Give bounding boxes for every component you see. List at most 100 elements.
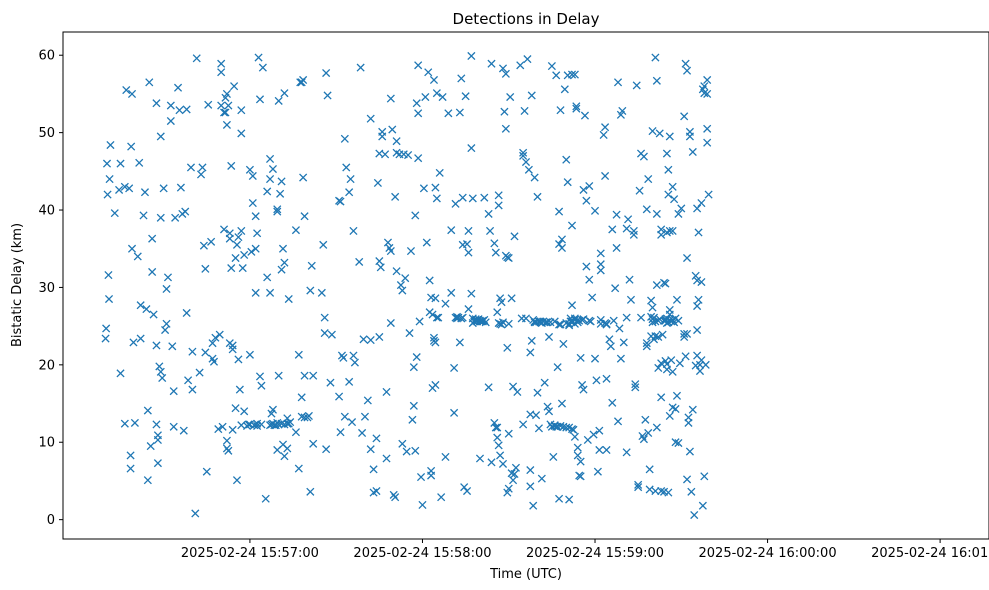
- data-point: [593, 467, 602, 476]
- data-point: [611, 284, 620, 293]
- data-point: [201, 348, 210, 357]
- data-point: [703, 124, 712, 133]
- data-point: [143, 406, 152, 415]
- data-point: [533, 192, 542, 201]
- data-point: [626, 295, 636, 304]
- data-point: [636, 313, 646, 322]
- y-tick-label: 50: [38, 126, 55, 141]
- data-point: [414, 61, 423, 70]
- data-point: [355, 257, 364, 266]
- data-point: [685, 127, 694, 136]
- data-point: [582, 196, 591, 205]
- data-point: [326, 378, 335, 387]
- data-point: [704, 190, 713, 199]
- data-point: [507, 469, 516, 478]
- data-point: [624, 215, 633, 224]
- data-point: [493, 423, 502, 432]
- data-point: [221, 108, 230, 117]
- data-point: [585, 275, 594, 284]
- data-point: [268, 405, 277, 414]
- data-point: [248, 199, 257, 208]
- data-point: [386, 318, 395, 328]
- data-point: [422, 238, 431, 247]
- data-point: [217, 101, 226, 110]
- data-point: [411, 211, 420, 220]
- data-point: [153, 459, 162, 468]
- data-point: [188, 385, 197, 394]
- data-point: [540, 378, 549, 387]
- data-point: [681, 59, 690, 68]
- data-point: [631, 380, 640, 389]
- data-point: [639, 435, 648, 444]
- data-point: [218, 422, 227, 431]
- data-point: [278, 244, 288, 253]
- data-point: [606, 342, 615, 351]
- data-point: [657, 486, 666, 496]
- data-point: [406, 246, 416, 256]
- data-point: [211, 333, 220, 342]
- data-point: [510, 232, 519, 241]
- data-point: [231, 404, 240, 413]
- data-point: [373, 178, 382, 187]
- data-point: [555, 240, 564, 249]
- data-point: [618, 106, 627, 116]
- data-point: [494, 191, 503, 200]
- data-point: [567, 221, 577, 230]
- data-point: [101, 334, 110, 343]
- data-point: [526, 348, 535, 357]
- data-point: [586, 317, 595, 326]
- data-point: [450, 363, 459, 372]
- data-point: [601, 123, 610, 132]
- data-point: [376, 263, 385, 272]
- data-point: [608, 398, 617, 407]
- data-point: [175, 106, 184, 115]
- data-point: [494, 201, 503, 210]
- data-point: [544, 332, 554, 342]
- data-point: [340, 412, 349, 421]
- data-point: [648, 303, 657, 312]
- data-point: [484, 209, 493, 218]
- y-tick-label: 0: [47, 513, 55, 528]
- data-point: [655, 129, 664, 138]
- data-point: [435, 168, 444, 177]
- data-point: [273, 207, 282, 216]
- data-point: [674, 438, 683, 448]
- data-point: [700, 89, 709, 98]
- data-point: [596, 260, 605, 269]
- data-point: [291, 428, 300, 437]
- data-point: [222, 436, 231, 445]
- data-point: [674, 316, 683, 325]
- data-point: [237, 226, 246, 235]
- data-point: [619, 338, 628, 347]
- data-point: [268, 164, 277, 174]
- data-point: [504, 253, 513, 263]
- data-point: [169, 422, 178, 431]
- data-point: [273, 205, 282, 214]
- data-point: [625, 275, 634, 284]
- data-point: [575, 316, 584, 325]
- data-point: [237, 129, 246, 138]
- data-point: [265, 288, 275, 297]
- data-point: [665, 411, 674, 420]
- data-point: [657, 393, 666, 402]
- data-point: [490, 418, 499, 427]
- data-point: [655, 315, 664, 324]
- data-point: [534, 424, 544, 433]
- data-point: [601, 171, 610, 181]
- data-point: [130, 418, 139, 427]
- data-point: [605, 335, 614, 344]
- data-point: [391, 192, 400, 201]
- data-point: [235, 385, 244, 394]
- data-point: [251, 212, 260, 221]
- data-point: [340, 134, 349, 143]
- y-tick-label: 60: [38, 49, 55, 64]
- data-point: [504, 429, 513, 438]
- data-point: [149, 310, 158, 319]
- x-axis-label: Time (UTC): [489, 567, 562, 582]
- data-point: [126, 451, 135, 460]
- data-point: [635, 186, 644, 195]
- data-point: [336, 197, 345, 206]
- data-point: [467, 51, 476, 61]
- data-point: [556, 320, 565, 329]
- data-point: [372, 434, 381, 443]
